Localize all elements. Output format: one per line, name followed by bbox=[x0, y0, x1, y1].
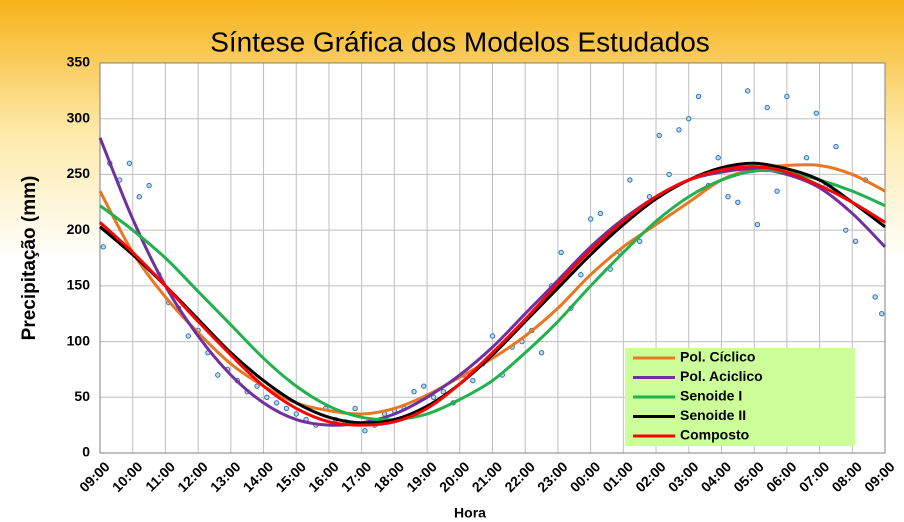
data-point bbox=[735, 199, 741, 205]
data-point bbox=[254, 383, 260, 389]
data-point bbox=[430, 394, 437, 400]
legend-label: Pol. Aciclico bbox=[680, 368, 763, 384]
data-point bbox=[656, 132, 663, 139]
data-point bbox=[293, 411, 299, 417]
data-point bbox=[627, 177, 633, 183]
legend: Pol. Cíclico Pol. Aciclico Senoide I Senoid… bbox=[625, 348, 855, 446]
data-point bbox=[215, 372, 221, 378]
data-point bbox=[185, 333, 192, 339]
series-line bbox=[98, 137, 887, 427]
data-point bbox=[852, 238, 859, 244]
data-point bbox=[715, 155, 721, 161]
data-point bbox=[421, 383, 427, 389]
data-point bbox=[283, 405, 290, 412]
data-point bbox=[646, 194, 653, 200]
data-point bbox=[843, 227, 849, 233]
data-point bbox=[833, 143, 839, 150]
data-point bbox=[489, 333, 496, 339]
data-point bbox=[587, 216, 594, 222]
data-point bbox=[136, 194, 142, 200]
legend-label: Senoide II bbox=[680, 407, 746, 423]
data-point bbox=[676, 127, 682, 133]
data-point bbox=[725, 194, 731, 200]
y-tick-label: 0 bbox=[82, 444, 90, 460]
data-point bbox=[686, 116, 692, 122]
chart-title: Síntese Gráfica dos Modelos Estudados bbox=[210, 26, 710, 57]
data-point bbox=[764, 104, 770, 111]
data-point bbox=[362, 428, 368, 434]
data-point bbox=[754, 221, 761, 228]
data-point bbox=[558, 249, 564, 256]
data-point bbox=[126, 160, 133, 166]
series-line bbox=[98, 165, 886, 427]
data-point bbox=[879, 311, 885, 317]
y-tick-label: 350 bbox=[67, 54, 91, 70]
data-point bbox=[470, 377, 476, 384]
data-point bbox=[784, 93, 790, 100]
y-tick-label: 50 bbox=[74, 388, 90, 404]
data-point bbox=[273, 400, 280, 406]
data-point bbox=[100, 244, 106, 250]
series-line bbox=[99, 161, 886, 425]
data-point bbox=[744, 88, 751, 94]
data-point bbox=[774, 188, 780, 194]
legend-label: Pol. Cíclico bbox=[680, 349, 755, 365]
legend-label: Senoide I bbox=[680, 388, 742, 404]
data-point bbox=[872, 294, 878, 300]
data-point bbox=[666, 171, 672, 178]
y-tick-label: 150 bbox=[67, 277, 91, 293]
y-tick-label: 300 bbox=[67, 109, 91, 125]
data-point bbox=[597, 210, 604, 217]
data-point bbox=[695, 93, 702, 100]
data-point bbox=[813, 110, 820, 116]
data-point bbox=[636, 238, 643, 244]
y-tick-label: 100 bbox=[67, 332, 91, 348]
data-point bbox=[440, 389, 447, 395]
legend-label: Composto bbox=[680, 427, 749, 443]
plot-border bbox=[99, 62, 886, 454]
data-point bbox=[411, 389, 417, 395]
x-axis-title: Hora bbox=[454, 505, 486, 521]
data-point bbox=[803, 155, 810, 161]
y-tick-label: 250 bbox=[67, 165, 91, 181]
data-point bbox=[538, 350, 545, 356]
series-line bbox=[99, 168, 886, 422]
data-point bbox=[146, 182, 152, 189]
data-point bbox=[352, 405, 358, 412]
data-point bbox=[264, 394, 270, 400]
data-point bbox=[578, 272, 584, 278]
y-tick-label: 200 bbox=[67, 221, 91, 237]
y-axis-title: Precipitação (mm) bbox=[19, 176, 40, 341]
